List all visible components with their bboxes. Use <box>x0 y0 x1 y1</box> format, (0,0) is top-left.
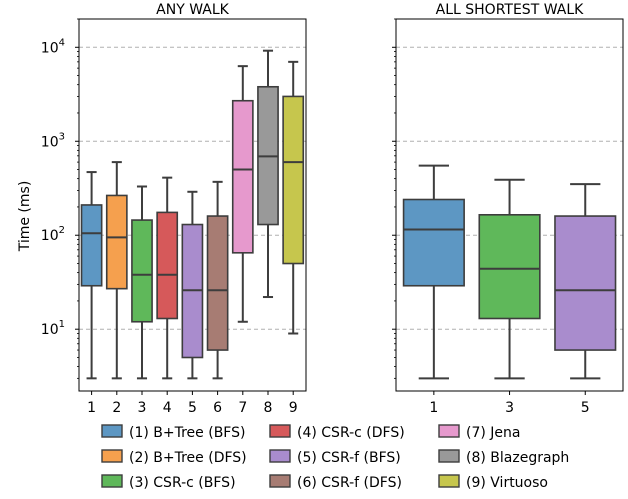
box-iqr <box>206 215 229 351</box>
legend: (1) B+Tree (BFS) (2) B+Tree (DFS) (3) CSR-… <box>101 424 569 491</box>
x-tick-label: 2 <box>112 400 121 416</box>
y-tick-label: 104 <box>41 37 65 56</box>
panel-frame <box>78 18 307 392</box>
box-7 <box>231 65 254 323</box>
x-tick-label: 1 <box>87 400 96 416</box>
x-tick-label: 5 <box>581 400 590 416</box>
box-iqr <box>131 219 153 323</box>
legend-swatch <box>269 474 291 488</box>
box-iqr <box>402 198 465 287</box>
box-5 <box>181 190 204 380</box>
box-1 <box>80 171 103 380</box>
x-tick-label: 1 <box>429 400 438 416</box>
y-axis-label: Time (ms) <box>17 181 33 253</box>
legend-label: (1) B+Tree (BFS) <box>129 425 245 441</box>
box-6 <box>206 180 229 380</box>
legend-swatch <box>269 449 291 463</box>
box-iqr <box>282 95 305 265</box>
box-1 <box>402 164 465 380</box>
x-tick-label: 4 <box>163 400 172 416</box>
legend-label: (8) Blazegraph <box>466 450 569 466</box>
legend-swatch <box>438 449 460 463</box>
box-3 <box>131 185 153 380</box>
x-tick-label: 3 <box>138 400 147 416</box>
legend-swatch <box>101 474 123 488</box>
box-4 <box>156 176 179 380</box>
panel-title: ALL SHORTEST WALK <box>436 2 585 18</box>
legend-swatch <box>438 474 460 488</box>
box-iqr <box>231 99 254 254</box>
legend-label: (6) CSR-f (DFS) <box>297 475 402 491</box>
box-3 <box>478 178 541 380</box>
box-iqr <box>80 204 103 287</box>
legend-label: (9) Virtuoso <box>466 475 548 491</box>
x-tick-label: 7 <box>238 400 247 416</box>
legend-label: (7) Jena <box>466 425 520 441</box>
x-tick-label: 5 <box>188 400 197 416</box>
box-iqr <box>105 194 128 290</box>
legend-label: (2) B+Tree (DFS) <box>129 450 247 466</box>
legend-label: (3) CSR-c (BFS) <box>129 475 236 491</box>
y-tick-label: 103 <box>41 131 65 150</box>
legend-swatch <box>269 424 291 438</box>
legend-label: (4) CSR-c (DFS) <box>297 425 405 441</box>
box-iqr <box>478 213 541 320</box>
box-5 <box>554 183 617 380</box>
box-iqr <box>554 215 617 351</box>
box-iqr <box>156 211 179 320</box>
box-2 <box>105 161 128 380</box>
box-9 <box>282 60 305 335</box>
legend-swatch <box>438 424 460 438</box>
x-tick-label: 3 <box>505 400 514 416</box>
legend-label: (5) CSR-f (BFS) <box>297 450 401 466</box>
x-tick-label: 9 <box>289 400 298 416</box>
legend-swatch <box>101 424 123 438</box>
panel-frame <box>395 18 624 392</box>
x-tick-label: 8 <box>264 400 273 416</box>
y-tick-label: 101 <box>41 319 65 338</box>
x-tick-label: 6 <box>213 400 222 416</box>
y-tick-label: 102 <box>41 225 65 244</box>
box-layer <box>80 49 617 380</box>
legend-swatch <box>101 449 123 463</box>
box-8 <box>257 49 279 299</box>
panel-title: ANY WALK <box>156 2 230 18</box>
